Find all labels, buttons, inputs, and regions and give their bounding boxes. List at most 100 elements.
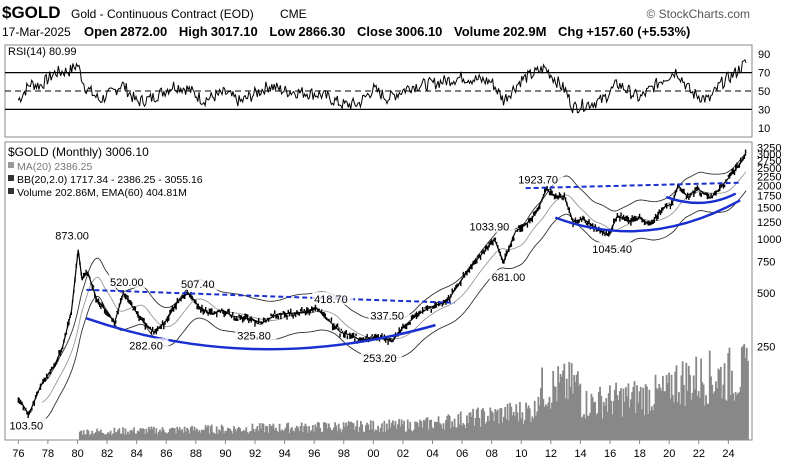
volume-bar	[468, 412, 471, 440]
volume-bar	[420, 421, 423, 440]
volume-bar	[541, 367, 544, 440]
volume-bar	[194, 430, 197, 440]
volume-bar	[300, 422, 303, 440]
volume-bar	[721, 398, 723, 440]
volume-bar	[283, 429, 286, 440]
volume-bar	[326, 428, 329, 440]
volume-bar	[376, 430, 378, 440]
volume-bar	[676, 402, 679, 440]
volume-bar	[448, 415, 451, 440]
volume-bar	[611, 414, 614, 440]
volume-bar	[297, 427, 299, 440]
volume-bar	[410, 430, 413, 440]
volume-bar	[178, 427, 181, 440]
volume-bar	[559, 373, 562, 440]
x-tick-label: 96	[308, 448, 320, 460]
volume-bar	[445, 420, 447, 440]
volume-bar	[117, 429, 119, 440]
volume-bar	[429, 419, 431, 440]
volume-bar	[219, 431, 222, 440]
volume-bar	[505, 419, 508, 440]
close-value: 3006.10	[395, 24, 443, 39]
annotation-bg	[7, 418, 49, 432]
volume-bar	[528, 408, 531, 440]
volume-bar	[527, 405, 530, 440]
price-annotation: 873.00	[55, 231, 89, 243]
volume-bar	[740, 347, 743, 440]
volume-bar	[620, 388, 622, 440]
volume-bar	[521, 412, 524, 440]
volume-bar	[395, 428, 398, 440]
price-tick-label: 1250	[757, 217, 781, 229]
volume-bar	[509, 402, 511, 440]
volume-bar	[167, 431, 170, 440]
volume-bar	[562, 370, 564, 440]
volume-bar	[732, 393, 735, 440]
volume-bar	[245, 427, 248, 440]
volume-bar	[262, 423, 265, 440]
volume-bar	[120, 433, 123, 440]
quote-date: 17-Mar-2025	[2, 25, 71, 39]
x-tick-label: 08	[486, 448, 498, 460]
volume-bar	[180, 430, 182, 440]
volume-bar	[279, 430, 282, 440]
volume-bar	[321, 431, 324, 440]
volume-bar	[102, 433, 105, 440]
volume-bar	[478, 417, 481, 440]
volume-bar	[499, 408, 502, 440]
volume-bar	[161, 427, 164, 440]
volume-bar	[744, 358, 747, 440]
price-annotation: 681.00	[492, 272, 526, 284]
volume-bar	[361, 424, 364, 440]
volume-bar	[199, 432, 202, 440]
volume-bar	[581, 416, 584, 440]
legend-item: MA(20) 2386.25	[17, 161, 92, 173]
volume-bar	[680, 375, 683, 440]
volume-bar	[316, 421, 319, 440]
volume-bar	[347, 421, 350, 440]
volume-bar	[565, 378, 568, 440]
brand-watermark: © StockCharts.com	[646, 7, 750, 21]
annotation-bg	[179, 276, 221, 290]
legend-item: Volume 202.86M, EMA(60) 404.81M	[17, 187, 187, 199]
volume-bar	[270, 426, 272, 440]
resistance-line-2	[525, 181, 742, 190]
volume-bar	[319, 427, 322, 440]
x-tick-label: 82	[101, 448, 113, 460]
volume-bar	[602, 401, 605, 440]
volume-bar	[610, 400, 613, 440]
volume-bar	[682, 384, 685, 440]
rsi-tick-label: 70	[758, 68, 770, 80]
legend-swatch	[8, 188, 14, 194]
volume-bar	[708, 350, 711, 440]
volume-bar	[325, 423, 328, 440]
volume-bar	[435, 422, 438, 440]
volume-bar	[228, 428, 230, 440]
volume-bar	[143, 429, 145, 440]
volume-bar	[743, 343, 746, 440]
volume-bar	[311, 425, 314, 440]
volume-bar	[411, 431, 414, 440]
volume-bar	[209, 426, 212, 440]
volume-bar	[687, 365, 690, 440]
volume-bar	[355, 426, 357, 440]
volume-bar	[260, 428, 262, 440]
volume-bar	[378, 432, 381, 440]
volume-bar	[281, 429, 283, 440]
volume-bar	[372, 420, 375, 440]
volume-bar	[645, 386, 648, 440]
volume-bar	[719, 366, 722, 440]
volume-bar	[738, 392, 741, 440]
volume-bar	[612, 401, 615, 440]
volume-bar	[156, 434, 159, 440]
volume-bar	[564, 398, 567, 440]
volume-bar	[252, 429, 255, 440]
volume-bar	[409, 421, 412, 440]
volume-bar	[131, 431, 134, 440]
volume-bar	[655, 388, 658, 440]
volume-bar	[405, 431, 408, 440]
volume-bar	[353, 429, 356, 440]
volume-bar	[584, 418, 587, 440]
volume-bar	[217, 433, 219, 440]
